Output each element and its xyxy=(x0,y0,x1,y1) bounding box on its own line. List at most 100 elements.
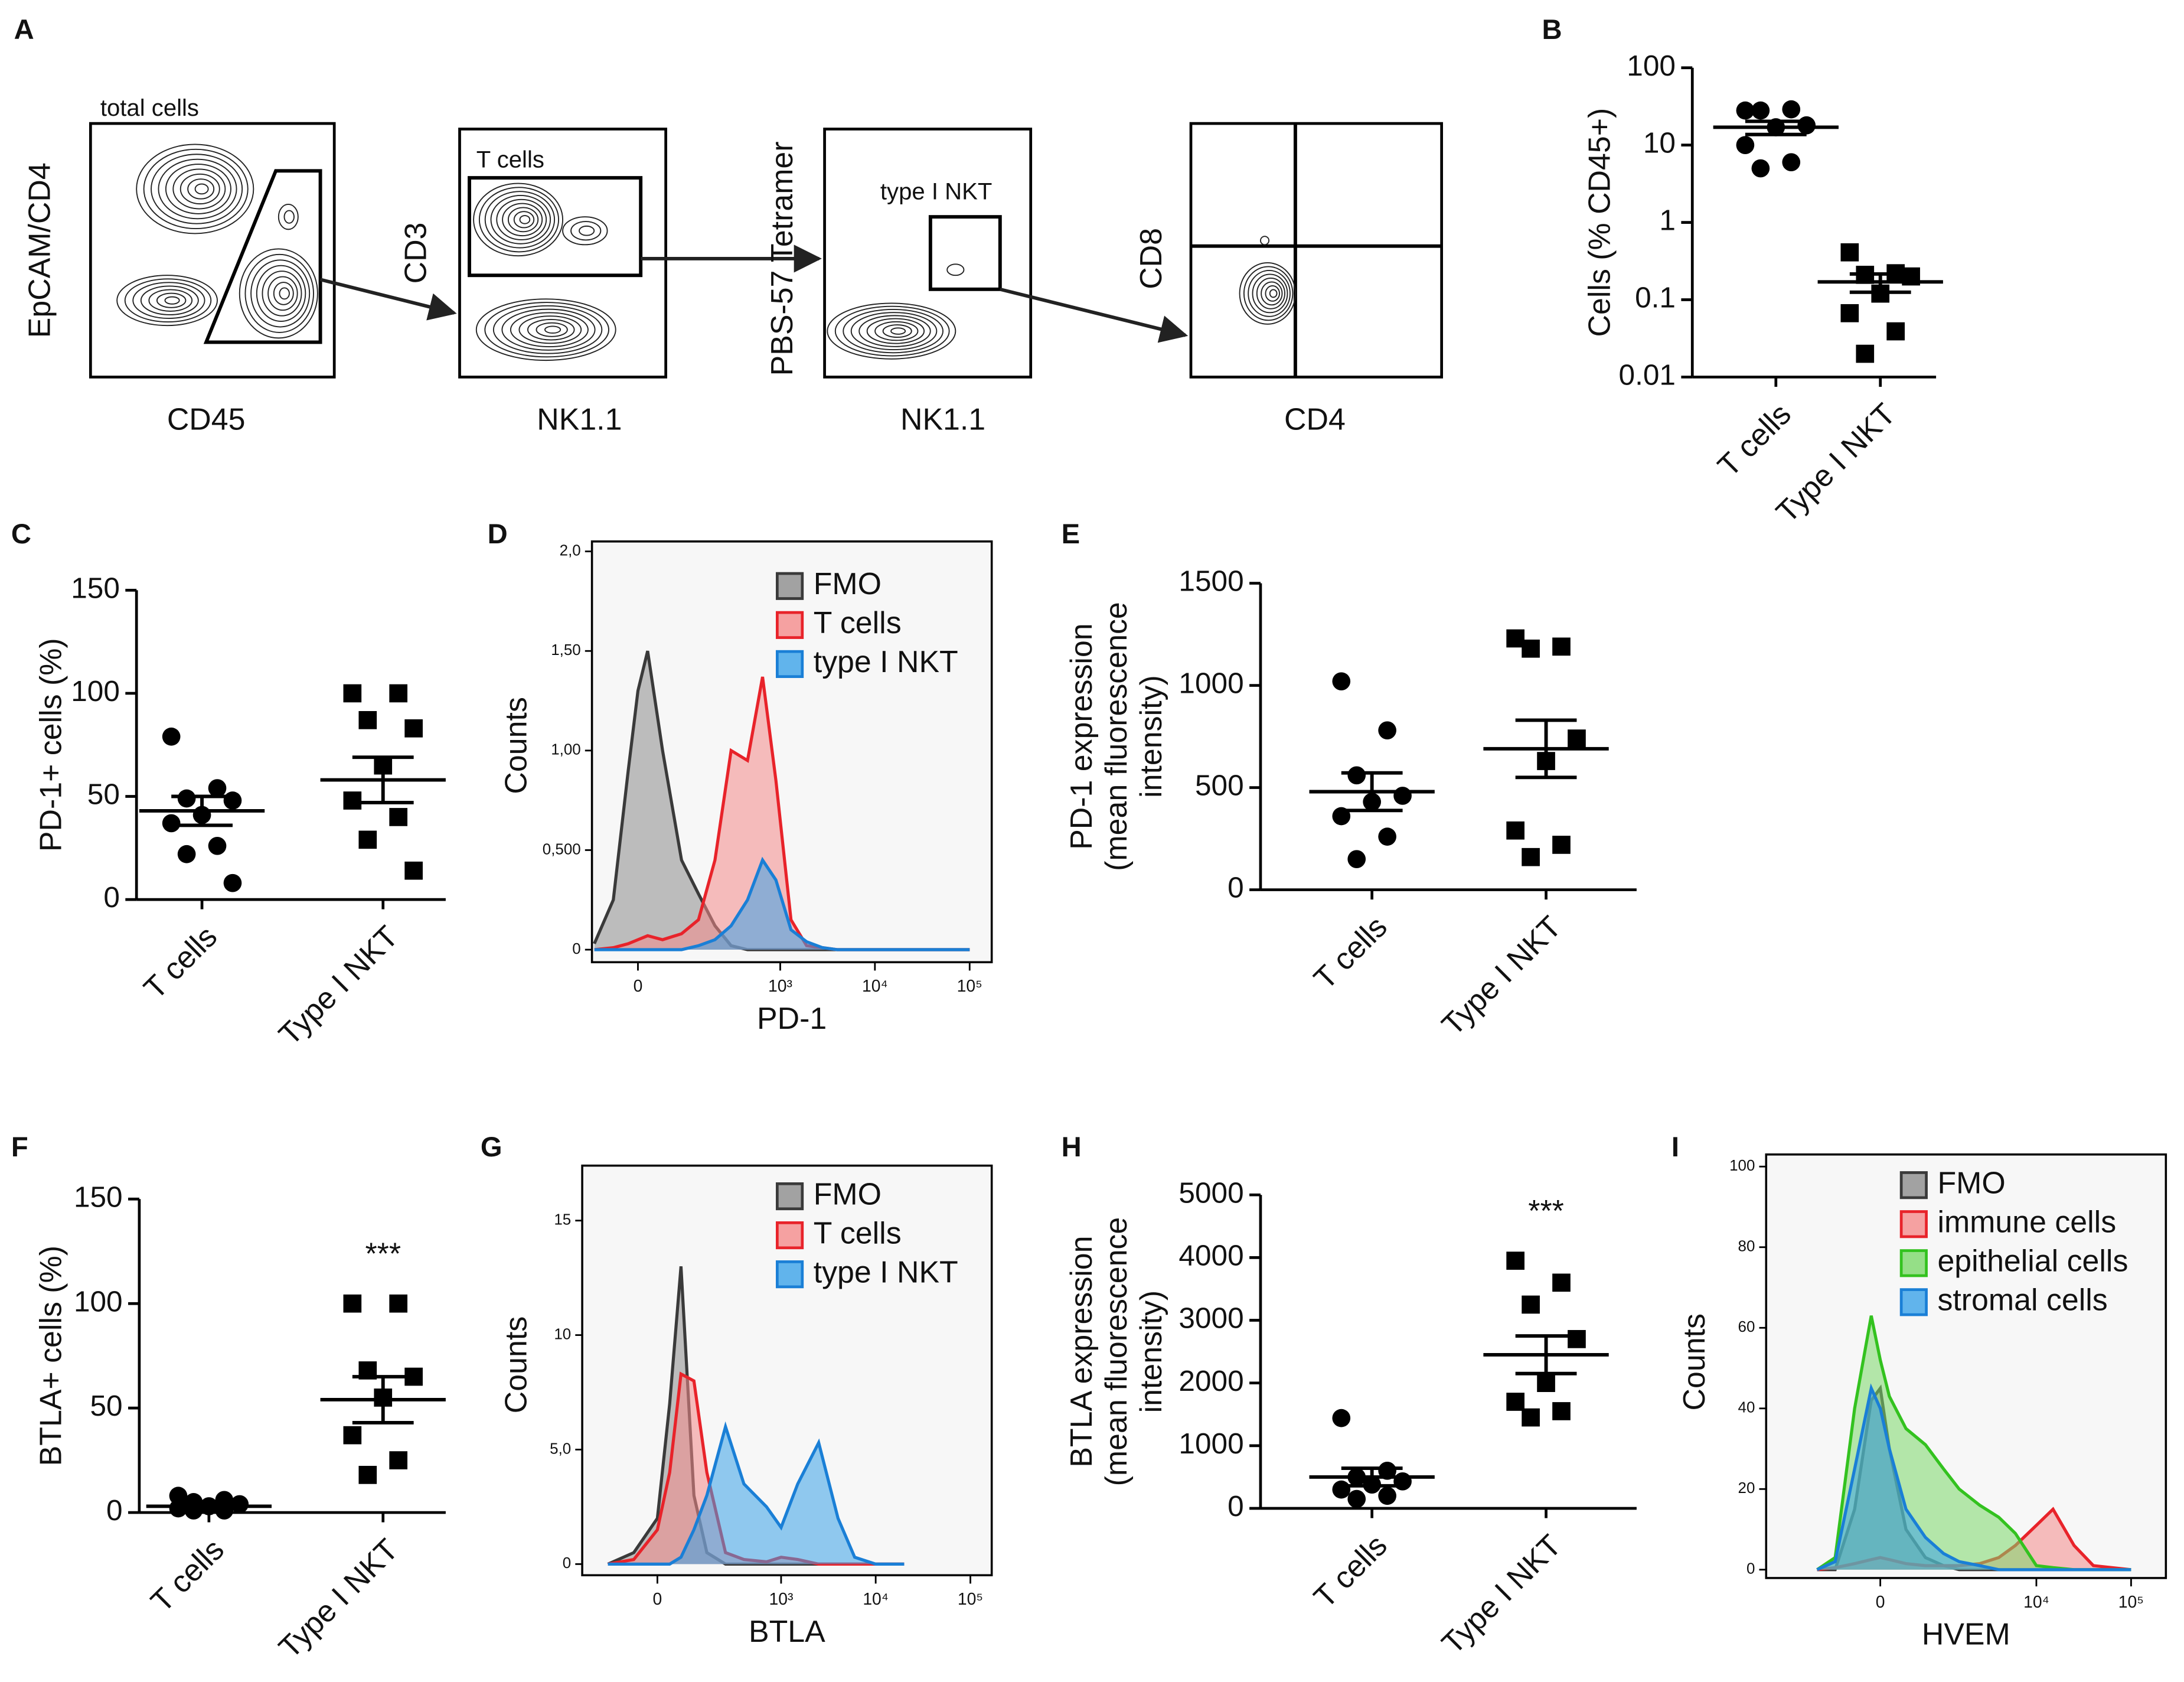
data-point xyxy=(343,791,362,810)
legend-swatch xyxy=(775,650,804,678)
data-point xyxy=(1506,1251,1524,1270)
x-tick-label: 10⁵ xyxy=(957,976,982,995)
y-tick-label: 100 xyxy=(71,675,120,708)
contour xyxy=(283,210,295,224)
x-tick-label: 0 xyxy=(634,976,643,995)
axis-label: PBS-57 Tetramer xyxy=(765,141,799,376)
data-point xyxy=(1522,1295,1540,1314)
panel-letter: C xyxy=(11,518,31,549)
data-point xyxy=(1522,847,1540,866)
legend-label: stromal cells xyxy=(1937,1283,2107,1317)
error-bar xyxy=(1745,119,1807,136)
panel-letter: B xyxy=(1542,14,1562,45)
contour xyxy=(1265,285,1280,302)
data-point xyxy=(1840,243,1859,262)
data-point xyxy=(358,710,377,729)
panel-letter: A xyxy=(14,14,34,45)
x-tick-label: 10⁴ xyxy=(862,976,888,995)
axis-label: intensity) xyxy=(1134,1290,1168,1413)
gating-plots xyxy=(89,122,1443,379)
y-tick-label: 20 xyxy=(1738,1480,1755,1497)
x-tick-label: 10⁵ xyxy=(2118,1592,2144,1611)
y-tick-label: 100 xyxy=(74,1285,123,1318)
contour xyxy=(194,183,209,195)
contour xyxy=(262,270,302,317)
gating-arrows xyxy=(319,245,1189,343)
data-point xyxy=(1797,116,1816,135)
legend-label: T cells xyxy=(814,605,902,640)
contour xyxy=(519,215,531,224)
data-point xyxy=(1886,322,1905,341)
contour xyxy=(1256,277,1285,309)
x-tick-label: 0 xyxy=(653,1589,662,1608)
x-tick-label: 10⁵ xyxy=(958,1589,983,1608)
error-bar xyxy=(178,1502,240,1510)
area-line xyxy=(594,856,970,951)
contour xyxy=(136,144,254,234)
contour xyxy=(507,207,539,233)
data-point xyxy=(343,1294,362,1313)
y-tick-label: 1000 xyxy=(1178,667,1243,700)
contour xyxy=(1248,270,1291,317)
contour xyxy=(490,195,551,245)
contour xyxy=(513,211,535,229)
data-point xyxy=(1347,1489,1366,1508)
area-fill xyxy=(608,1374,905,1564)
data-point xyxy=(1782,100,1801,119)
contour xyxy=(250,259,311,328)
legend-swatch xyxy=(775,572,804,600)
contour xyxy=(492,305,603,354)
y-tick-label: 5000 xyxy=(1178,1176,1243,1209)
legend-label: type I NKT xyxy=(814,1254,958,1289)
contour xyxy=(501,308,596,351)
plot-frame xyxy=(1189,122,1443,379)
data-point xyxy=(1552,836,1571,854)
contour xyxy=(273,282,294,305)
contour xyxy=(148,289,193,312)
axis-label: Cells (% CD45+) xyxy=(1582,108,1617,337)
contour xyxy=(536,322,568,337)
axis-label: CD8 xyxy=(1134,228,1168,289)
legend-label: FMO xyxy=(814,1176,882,1211)
y-tick-label: 50 xyxy=(87,778,120,811)
contour xyxy=(151,154,243,224)
data-point xyxy=(358,830,377,849)
contour xyxy=(116,275,218,327)
data-point xyxy=(404,861,423,880)
data-point xyxy=(169,1487,188,1505)
gate-label: T cells xyxy=(476,146,544,172)
error-bar xyxy=(1515,718,1577,780)
data-point xyxy=(404,719,423,738)
data-point xyxy=(1393,1472,1412,1491)
axis-label: PD-1 expression xyxy=(1064,623,1098,849)
axis-label: Counts xyxy=(498,697,533,794)
y-tick-label: 0 xyxy=(1746,1561,1755,1577)
data-point xyxy=(1568,729,1586,748)
data-point xyxy=(1552,637,1571,656)
plot-frame xyxy=(458,128,667,379)
data-point xyxy=(177,845,196,863)
contour xyxy=(858,315,931,347)
area-fill xyxy=(608,1426,905,1564)
y-tick-label: 0 xyxy=(103,881,120,914)
axis-label: EpCAM/CD4 xyxy=(22,162,56,338)
x-tick-label: 10⁴ xyxy=(2023,1592,2049,1611)
contour xyxy=(874,321,919,341)
panel-letter: I xyxy=(1672,1131,1679,1162)
panel-letter: D xyxy=(488,518,508,549)
error-bar xyxy=(1341,1466,1403,1488)
data-point xyxy=(1552,1402,1571,1420)
contour xyxy=(843,308,944,354)
contour xyxy=(478,187,560,253)
legend-label: T cells xyxy=(814,1215,902,1250)
data-point xyxy=(389,684,408,703)
y-tick-label: 1500 xyxy=(1178,565,1243,598)
area-line xyxy=(1816,1315,2131,1572)
y-tick-label: 1,00 xyxy=(551,742,580,758)
legend-swatch xyxy=(775,611,804,639)
axis-label: CD45 xyxy=(167,402,246,436)
legend-swatch xyxy=(775,1182,804,1211)
data-point xyxy=(1856,344,1875,363)
error-bar xyxy=(171,794,233,827)
